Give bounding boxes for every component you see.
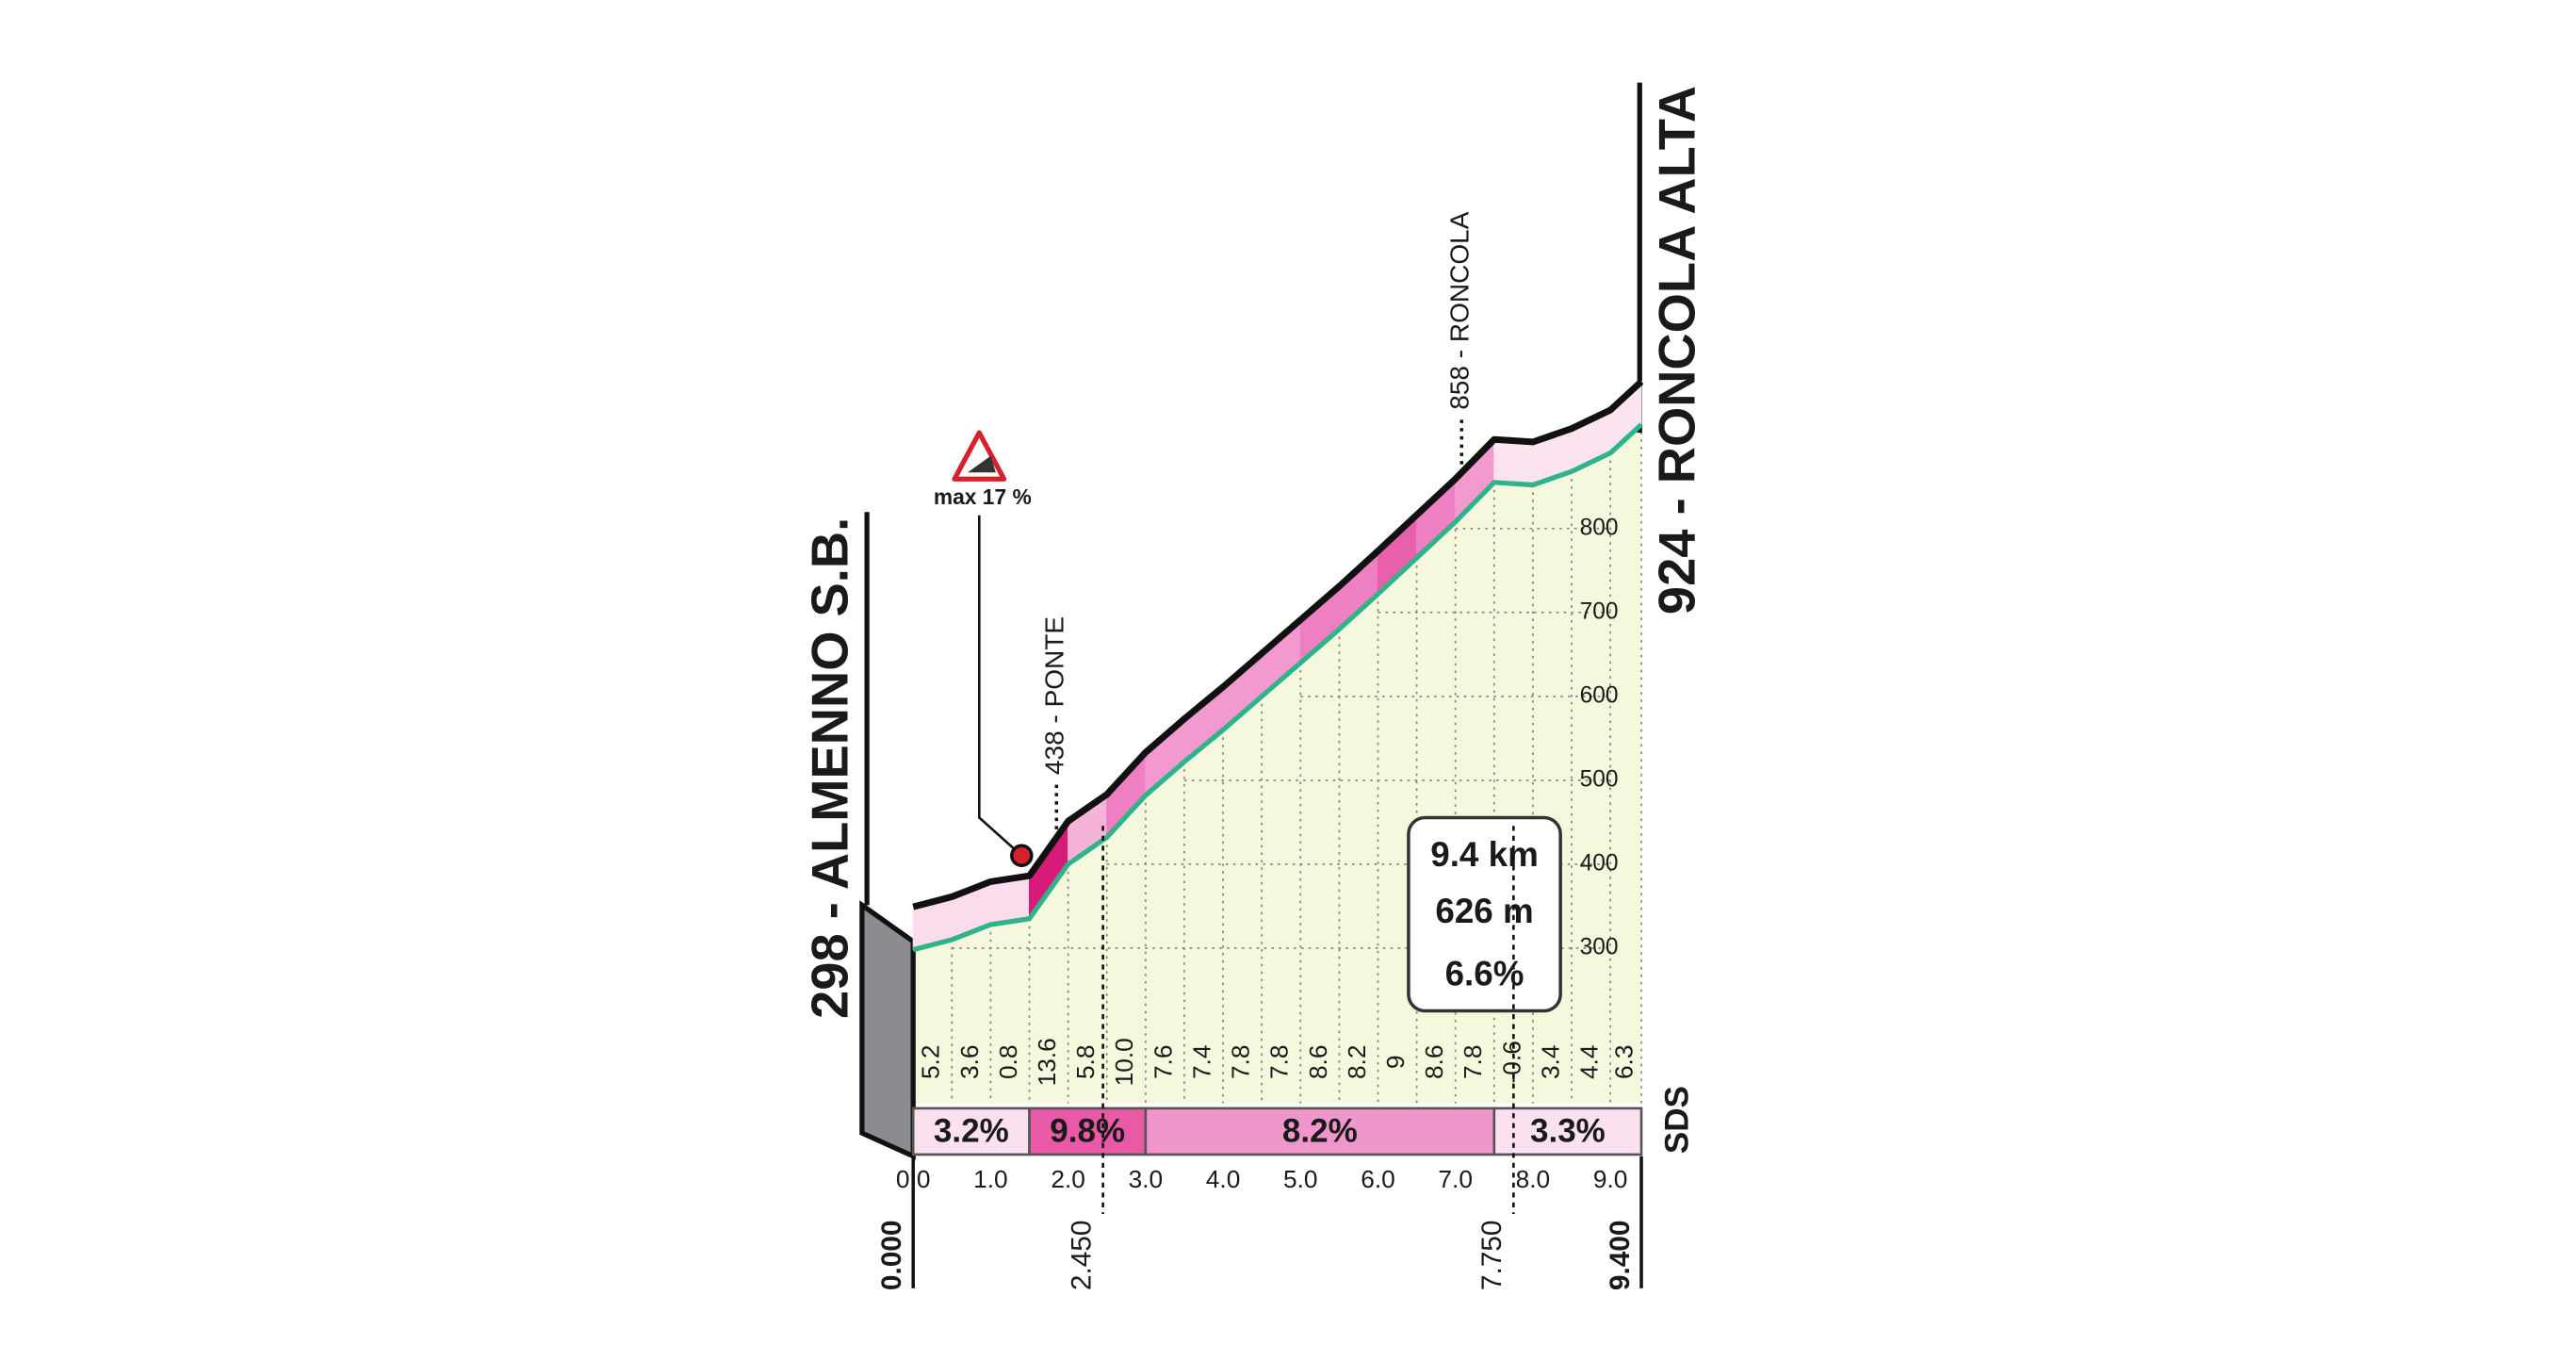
finish-label: 924 - RONCOLA ALTA [1648,86,1705,615]
x-tick-label: 6.0 [1361,1165,1395,1193]
gradient-segment [911,1107,1031,1156]
gradient-segment [1492,1107,1643,1156]
x-tick-label: 5.0 [1283,1165,1318,1193]
y-tick-label: 600 [1580,682,1619,708]
gradient-label: 13.6 [1033,1038,1061,1086]
gradient-label: 9 [1381,1056,1410,1070]
km-marker-label: 7.750 [1476,1221,1508,1291]
gradient-segment-label: 3.3% [1530,1112,1606,1149]
x-tick-label: 9.0 [1593,1165,1628,1193]
gradient-label: 7.4 [1187,1045,1215,1080]
waypoint-label: 438 - PONTE [1040,616,1069,775]
x-tick-label: 0.0 [896,1165,931,1193]
x-tick-label: 8.0 [1516,1165,1551,1193]
profile-top [912,379,1644,910]
summary-gain: 626 m [1435,892,1533,930]
gradient-label: 0.8 [994,1045,1022,1080]
max-icon-fill [968,455,996,473]
x-tick-label: 4.0 [1206,1165,1241,1193]
gradient-label: 8.6 [1420,1045,1448,1080]
gradient-segment-label: 9.8% [1050,1112,1125,1149]
max-label: max 17 % [934,484,1032,509]
start-label: 298 - ALMENNO S.B. [801,517,858,1019]
gradient-label: 5.2 [917,1045,945,1080]
gradient-segment-label: 3.2% [934,1112,1009,1149]
summary-gradient: 6.6% [1445,954,1524,992]
x-tick-label: 3.0 [1129,1165,1164,1193]
x-tick-label: 7.0 [1438,1165,1473,1193]
gradient-label: 3.6 [955,1045,984,1080]
gradient-label: 7.6 [1149,1045,1177,1080]
start-wall [859,900,916,1160]
y-tick-label: 400 [1580,850,1619,876]
gradient-label: 3.4 [1536,1045,1564,1080]
gradient-band [1493,438,1534,486]
x-tick-label: 1.0 [973,1165,1008,1193]
summary-box [1407,815,1562,1013]
waypoint-label: 858 - RONCOLA [1445,211,1475,409]
gradient-label: 7.8 [1265,1045,1294,1080]
x-tick-label: 2.0 [1051,1165,1085,1193]
y-tick-label: 700 [1580,599,1619,624]
gradient-segment-label: 8.2% [1282,1112,1358,1149]
km-marker-label: 0.000 [876,1221,907,1291]
profile-line [912,422,1643,953]
gradient-label: 8.6 [1304,1045,1332,1080]
gradient-label: 10.0 [1110,1038,1138,1086]
gradient-label: -0.6 [1497,1041,1525,1083]
y-tick-label: 300 [1580,934,1619,959]
y-tick-label: 500 [1580,766,1619,792]
km-marker-label: 2.450 [1066,1221,1097,1291]
gradient-segment [1028,1107,1148,1156]
logo: SDS [1659,1086,1696,1154]
gradient-label: 8.2 [1343,1045,1371,1080]
max-pointer [977,515,1023,857]
summary-distance: 9.4 km [1430,835,1539,874]
gradient-label: 5.8 [1071,1045,1100,1080]
km-marker-label: 9.400 [1605,1221,1636,1291]
gradient-label: 7.8 [1227,1045,1255,1080]
gradient-label: 4.4 [1575,1045,1604,1080]
gradient-label: 6.3 [1610,1045,1639,1080]
y-tick-label: 800 [1580,515,1619,540]
gradient-label: 7.8 [1459,1045,1487,1080]
max-point [1010,844,1034,868]
